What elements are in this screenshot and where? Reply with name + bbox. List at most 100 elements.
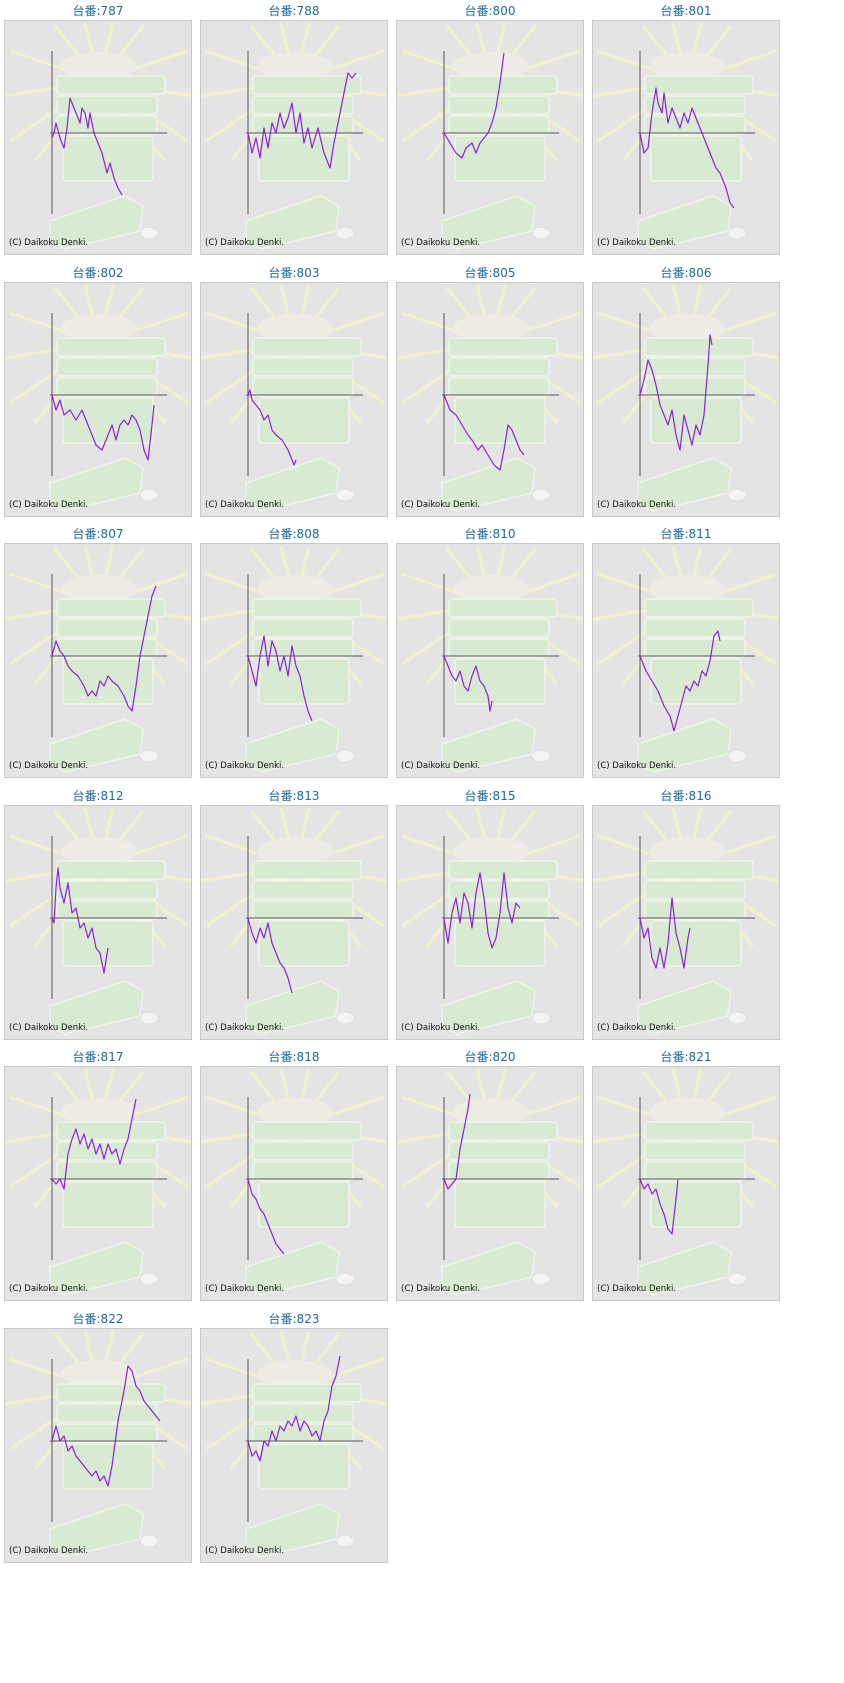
background-illustration	[397, 1067, 583, 1297]
background-illustration	[397, 283, 583, 512]
machine-chart: 台番:812 (C) Daikoku Denki.	[0, 785, 196, 1047]
chart-title[interactable]: 台番:820	[464, 1050, 516, 1064]
chart-svg	[593, 283, 779, 512]
chart-title[interactable]: 台番:817	[72, 1050, 124, 1064]
chart-svg	[593, 1067, 779, 1297]
chart-title[interactable]: 台番:800	[464, 4, 516, 18]
chart-svg	[5, 544, 191, 774]
chart-svg	[397, 1067, 583, 1297]
copyright: (C) Daikoku Denki.	[597, 1284, 677, 1294]
chart-panel: (C) Daikoku Denki.	[200, 1327, 388, 1563]
chart-svg	[201, 1329, 387, 1558]
copyright: (C) Daikoku Denki.	[9, 761, 89, 771]
machine-chart: 台番:807 (C) Daikoku Denki.	[0, 523, 196, 785]
machine-chart: 台番:820 (C) Daikoku Denki.	[392, 1046, 588, 1308]
chart-panel: (C) Daikoku Denki.	[396, 543, 584, 778]
chart-title[interactable]: 台番:815	[464, 788, 516, 803]
chart-svg	[397, 283, 583, 512]
chart-svg	[201, 806, 387, 1035]
background-illustration	[593, 21, 779, 251]
chart-panel: (C) Daikoku Denki.	[4, 20, 192, 255]
background-illustration	[5, 1329, 191, 1558]
chart-title[interactable]: 台番:808	[268, 527, 320, 541]
series-line	[51, 97, 123, 196]
machine-chart: 台番:787 (C) Daikoku Denki.	[0, 0, 196, 262]
copyright: (C) Daikoku Denki.	[401, 1284, 481, 1294]
chart-title[interactable]: 台番:816	[660, 788, 712, 803]
chart-title[interactable]: 台番:813	[268, 788, 320, 803]
series-line	[51, 394, 155, 461]
chart-title[interactable]: 台番:821	[660, 1050, 712, 1064]
chart-title[interactable]: 台番:810	[464, 527, 516, 541]
background-illustration	[201, 1329, 387, 1558]
chart-panel: (C) Daikoku Denki.	[592, 543, 780, 778]
machine-chart: 台番:811 (C) Daikoku Denki.	[588, 523, 784, 785]
series-line	[443, 655, 493, 712]
machine-chart: 台番:788 (C) Daikoku Denki.	[196, 0, 392, 262]
machine-chart: 台番:813 (C) Daikoku Denki.	[196, 785, 392, 1047]
background-illustration	[5, 806, 191, 1035]
chart-svg	[5, 1329, 191, 1558]
chart-title[interactable]: 台番:788	[268, 4, 320, 18]
chart-title[interactable]: 台番:823	[268, 1311, 320, 1326]
copyright: (C) Daikoku Denki.	[205, 1284, 285, 1294]
machine-chart: 台番:815 (C) Daikoku Denki.	[392, 785, 588, 1047]
machine-chart: 台番:810 (C) Daikoku Denki.	[392, 523, 588, 785]
copyright: (C) Daikoku Denki.	[597, 761, 677, 771]
copyright: (C) Daikoku Denki.	[205, 499, 285, 510]
chart-svg	[201, 283, 387, 512]
background-illustration	[593, 283, 779, 512]
chart-title[interactable]: 台番:803	[268, 265, 320, 280]
series-line	[639, 1178, 679, 1235]
chart-panel: (C) Daikoku Denki.	[200, 804, 388, 1040]
chart-title[interactable]: 台番:818	[268, 1050, 320, 1064]
chart-panel: (C) Daikoku Denki.	[4, 543, 192, 778]
machine-chart: 台番:800 (C) Daikoku Denki.	[392, 0, 588, 262]
background-illustration	[5, 544, 191, 774]
chart-svg	[5, 806, 191, 1035]
chart-svg	[593, 544, 779, 774]
copyright: (C) Daikoku Denki.	[9, 238, 89, 248]
chart-title[interactable]: 台番:805	[464, 265, 516, 280]
chart-panel: (C) Daikoku Denki.	[396, 1066, 584, 1301]
chart-title[interactable]: 台番:807	[72, 527, 124, 541]
chart-title[interactable]: 台番:822	[72, 1311, 124, 1326]
background-illustration	[201, 283, 387, 512]
chart-svg	[593, 806, 779, 1035]
series-line	[51, 1364, 161, 1487]
background-illustration	[593, 1067, 779, 1297]
chart-panel: (C) Daikoku Denki.	[200, 281, 388, 517]
background-illustration	[397, 806, 583, 1035]
machine-chart: 台番:808 (C) Daikoku Denki.	[196, 523, 392, 785]
chart-svg	[397, 21, 583, 251]
series-line	[247, 72, 357, 169]
chart-title[interactable]: 台番:812	[72, 788, 124, 803]
copyright: (C) Daikoku Denki.	[401, 238, 481, 248]
machine-chart: 台番:801 (C) Daikoku Denki.	[588, 0, 784, 262]
chart-panel: (C) Daikoku Denki.	[396, 20, 584, 255]
chart-title[interactable]: 台番:801	[660, 4, 712, 18]
series-line	[51, 1098, 137, 1190]
copyright: (C) Daikoku Denki.	[597, 238, 677, 248]
series-line	[443, 871, 521, 949]
chart-title[interactable]: 台番:806	[660, 265, 712, 280]
copyright: (C) Daikoku Denki.	[597, 499, 677, 510]
machine-chart: 台番:803 (C) Daikoku Denki.	[196, 262, 392, 524]
chart-svg	[593, 21, 779, 251]
chart-panel: (C) Daikoku Denki.	[396, 281, 584, 517]
background-illustration	[593, 544, 779, 774]
series-line	[443, 1093, 471, 1190]
background-illustration	[397, 544, 583, 774]
chart-title[interactable]: 台番:802	[72, 265, 124, 280]
chart-title[interactable]: 台番:787	[72, 4, 124, 18]
chart-panel: (C) Daikoku Denki.	[4, 281, 192, 517]
machine-chart: 台番:818 (C) Daikoku Denki.	[196, 1046, 392, 1308]
chart-panel: (C) Daikoku Denki.	[200, 1066, 388, 1301]
copyright: (C) Daikoku Denki.	[205, 1545, 285, 1556]
chart-title[interactable]: 台番:811	[660, 527, 712, 541]
copyright: (C) Daikoku Denki.	[205, 238, 285, 248]
machine-chart: 台番:816 (C) Daikoku Denki.	[588, 785, 784, 1047]
background-illustration	[201, 806, 387, 1035]
copyright: (C) Daikoku Denki.	[9, 1284, 89, 1294]
machine-chart: 台番:823 (C) Daikoku Denki.	[196, 1308, 392, 1570]
